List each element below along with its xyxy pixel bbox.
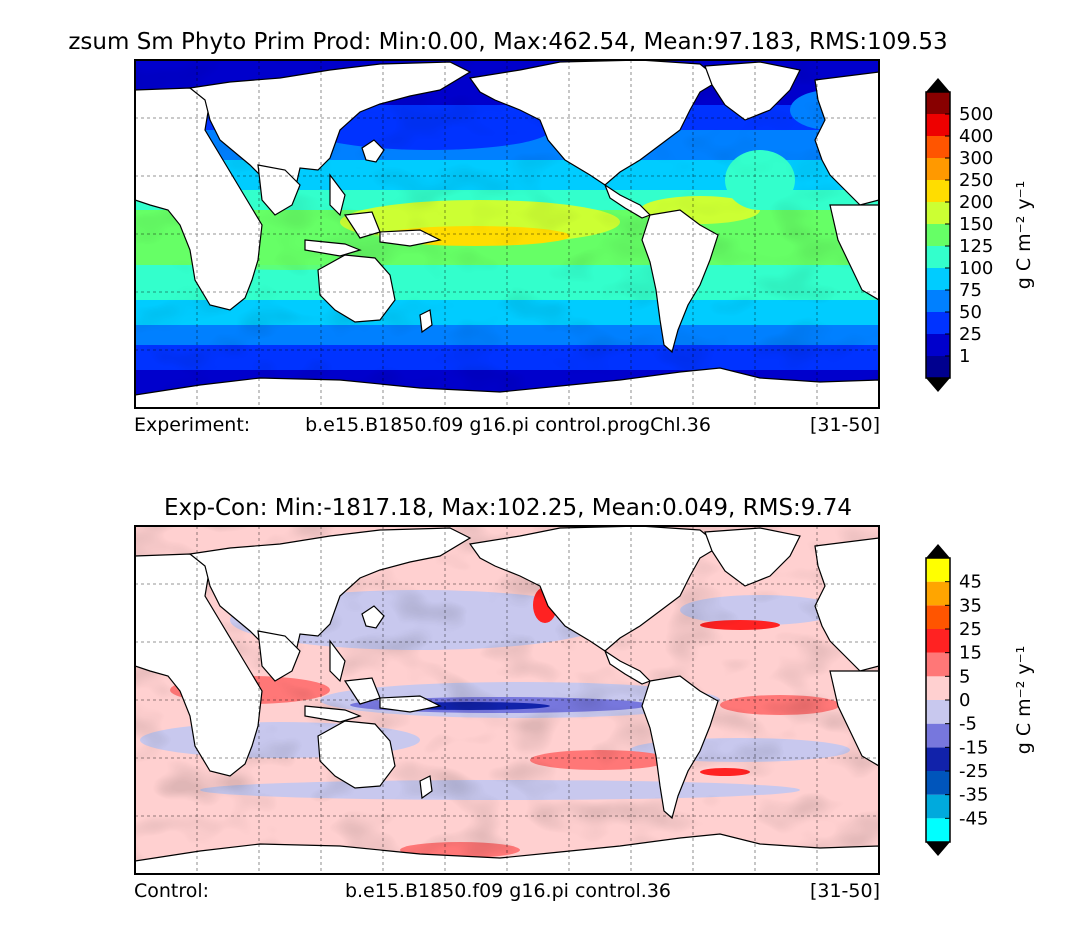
colorbar-swatch xyxy=(926,202,950,224)
colorbar-swatch xyxy=(926,558,950,582)
colorbar-swatch xyxy=(926,246,950,268)
colorbar-swatch xyxy=(926,747,950,771)
colorbar-frame xyxy=(925,91,951,379)
colorbar-tick-label: 15 xyxy=(959,643,982,664)
colorbar-swatch xyxy=(926,629,950,653)
colorbar-swatch xyxy=(926,700,950,724)
footer-case-top: b.e15.B1850.f09 g16.pi control.progChl.3… xyxy=(305,414,711,436)
footer-label-bottom: Control: xyxy=(134,880,209,902)
colorbar-tick-label: 250 xyxy=(959,170,993,191)
gridlines-top xyxy=(135,60,879,408)
colorbar-tick-label: -35 xyxy=(959,785,988,806)
colorbar-swatch xyxy=(926,723,950,748)
colorbar-swatch xyxy=(926,676,950,700)
colorbar-swatch xyxy=(926,581,950,606)
colorbar-swatch xyxy=(926,818,950,842)
colorbar-tick-label: 1 xyxy=(959,346,970,367)
colorbar-swatch xyxy=(926,356,950,378)
colorbar-tick-label: 5 xyxy=(959,666,970,687)
colorbar-swatch xyxy=(926,605,950,629)
colorbar-swatch xyxy=(926,334,950,356)
footer-years-bottom: [31-50] xyxy=(810,880,880,902)
colorbar-swatch xyxy=(926,158,950,180)
colorbar-units-top: g C m⁻² y⁻¹ xyxy=(1013,181,1035,290)
colorbar-units-bottom: g C m⁻² y⁻¹ xyxy=(1013,646,1035,755)
colorbar-tick-label: -15 xyxy=(959,737,988,758)
colorbar-swatch xyxy=(926,114,950,136)
colorbar-tick-label: 25 xyxy=(959,619,982,640)
colorbar-tick-label: 75 xyxy=(959,280,982,301)
colorbar-extend-max xyxy=(926,78,950,92)
colorbar-tick-label: 500 xyxy=(959,104,993,125)
colorbar-swatch xyxy=(926,136,950,158)
colorbar-tick-label: 400 xyxy=(959,126,993,147)
colorbar-tick-label: 300 xyxy=(959,148,993,169)
colorbar-tick-label: -5 xyxy=(959,714,977,735)
chart-title-top: zsum Sm Phyto Prim Prod: Min:0.00, Max:4… xyxy=(68,29,947,55)
footer-years-top: [31-50] xyxy=(810,414,880,436)
colorbar-tick-label: -45 xyxy=(959,808,988,829)
colorbar-tick-label: 150 xyxy=(959,214,993,235)
colorbar-tick-label: 25 xyxy=(959,324,982,345)
colorbar-tick-label: 50 xyxy=(959,302,982,323)
colorbar-extend-min xyxy=(926,842,950,856)
colorbar-tick-label: 45 xyxy=(959,572,982,593)
colorbar-extend-min xyxy=(926,378,950,392)
chart-title-bottom: Exp-Con: Min:-1817.18, Max:102.25, Mean:… xyxy=(164,495,852,521)
map-frame-bottom xyxy=(134,525,880,875)
colorbar-tick-label: 35 xyxy=(959,595,982,616)
colorbar-swatch xyxy=(926,290,950,312)
colorbar-swatch xyxy=(926,92,950,114)
colorbar-extend-max xyxy=(926,544,950,558)
colorbar-swatch xyxy=(926,312,950,334)
colorbar-swatch xyxy=(926,224,950,246)
map-panel-bottom: Exp-Con: Min:-1817.18, Max:102.25, Mean:… xyxy=(134,495,1035,902)
colorbar-tick-label: 100 xyxy=(959,258,993,279)
colorbar-tick-label: -25 xyxy=(959,761,988,782)
colorbar-swatch xyxy=(926,794,950,819)
map-frame-top xyxy=(134,59,880,409)
colorbar-tick-label: 200 xyxy=(959,192,993,213)
colorbar-tick-label: 0 xyxy=(959,690,970,711)
colorbar-swatch xyxy=(926,268,950,290)
map-panel-top: zsum Sm Phyto Prim Prod: Min:0.00, Max:4… xyxy=(68,29,1035,436)
footer-case-bottom: b.e15.B1850.f09 g16.pi control.36 xyxy=(345,880,671,902)
colorbar-swatch xyxy=(926,180,950,202)
colorbar-tick-label: 125 xyxy=(959,236,993,257)
colorbar-swatch xyxy=(926,771,950,795)
colorbar-swatch xyxy=(926,652,950,677)
gridlines-bottom xyxy=(135,526,879,874)
footer-label-top: Experiment: xyxy=(134,414,250,436)
